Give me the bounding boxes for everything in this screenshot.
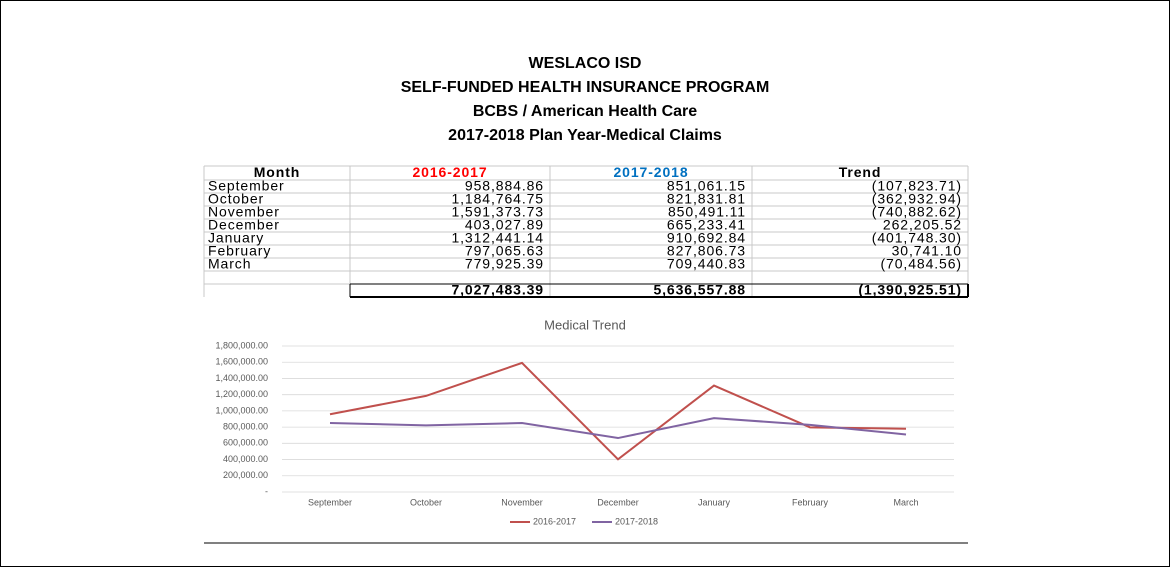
number-cell: 665,233.41 (667, 217, 746, 233)
number-cell: 851,061.15 (667, 178, 746, 194)
number-cell: 1,591,373.73 (451, 204, 544, 220)
legend-label: 2017-2018 (615, 516, 658, 526)
total-cell: (1,390,925.51) (858, 282, 962, 298)
y-tick-label: 1,000,000.00 (215, 405, 268, 415)
column-header: Trend (839, 164, 882, 180)
number-cell: 958,884.86 (465, 178, 544, 194)
number-cell: 910,692.84 (667, 230, 746, 246)
month-cell: November (208, 204, 280, 220)
total-cell: 5,636,557.88 (653, 282, 746, 298)
number-cell: (70,484.56) (880, 256, 962, 272)
y-tick-label: 1,200,000.00 (215, 389, 268, 399)
number-cell: 1,312,441.14 (451, 230, 544, 246)
y-tick-label: 1,400,000.00 (215, 373, 268, 383)
x-tick-label: September (308, 497, 352, 507)
number-cell: (401,748.30) (872, 230, 962, 246)
y-tick-label: 600,000.00 (223, 438, 268, 448)
number-cell: 827,806.73 (667, 243, 746, 259)
month-cell: September (208, 178, 285, 194)
month-cell: December (208, 217, 280, 233)
header-line: WESLACO ISD (529, 55, 642, 72)
number-cell: 30,741.10 (892, 243, 962, 259)
legend-label: 2016-2017 (533, 516, 576, 526)
number-cell: 821,831.81 (667, 191, 746, 207)
number-cell: 262,205.52 (883, 217, 962, 233)
month-cell: October (208, 191, 264, 207)
month-cell: March (208, 256, 251, 272)
y-tick-label: 1,600,000.00 (215, 357, 268, 367)
number-cell: 403,027.89 (465, 217, 544, 233)
x-tick-label: March (893, 497, 918, 507)
chart-title: Medical Trend (544, 317, 626, 332)
y-tick-label: 1,800,000.00 (215, 340, 268, 350)
x-tick-label: October (410, 497, 442, 507)
series-line (329, 361, 907, 461)
number-cell: (362,932.94) (872, 191, 962, 207)
y-tick-label: - (265, 486, 268, 496)
number-cell: 797,065.63 (465, 243, 544, 259)
column-header: 2017-2018 (613, 164, 688, 180)
number-cell: (107,823.71) (872, 178, 962, 194)
y-tick-label: 200,000.00 (223, 470, 268, 480)
month-cell: February (208, 243, 271, 259)
number-cell: 709,440.83 (667, 256, 746, 272)
header-line: BCBS / American Health Care (473, 103, 697, 120)
number-cell: 850,491.11 (668, 204, 746, 220)
number-cell: (740,882.62) (872, 204, 962, 220)
y-tick-label: 400,000.00 (223, 454, 268, 464)
number-cell: 1,184,764.75 (451, 191, 544, 207)
month-cell: January (208, 230, 264, 246)
column-header: Month (254, 164, 300, 180)
y-tick-label: 800,000.00 (223, 421, 268, 431)
total-cell: 7,027,483.39 (451, 282, 544, 298)
column-header: 2016-2017 (412, 164, 487, 180)
series-line (329, 417, 907, 440)
x-tick-label: January (698, 497, 731, 507)
x-tick-label: December (597, 497, 639, 507)
header-line: SELF-FUNDED HEALTH INSURANCE PROGRAM (401, 79, 770, 96)
number-cell: 779,925.39 (465, 256, 544, 272)
header-line: 2017-2018 Plan Year-Medical Claims (448, 127, 722, 144)
x-tick-label: February (792, 497, 829, 507)
x-tick-label: November (501, 497, 543, 507)
